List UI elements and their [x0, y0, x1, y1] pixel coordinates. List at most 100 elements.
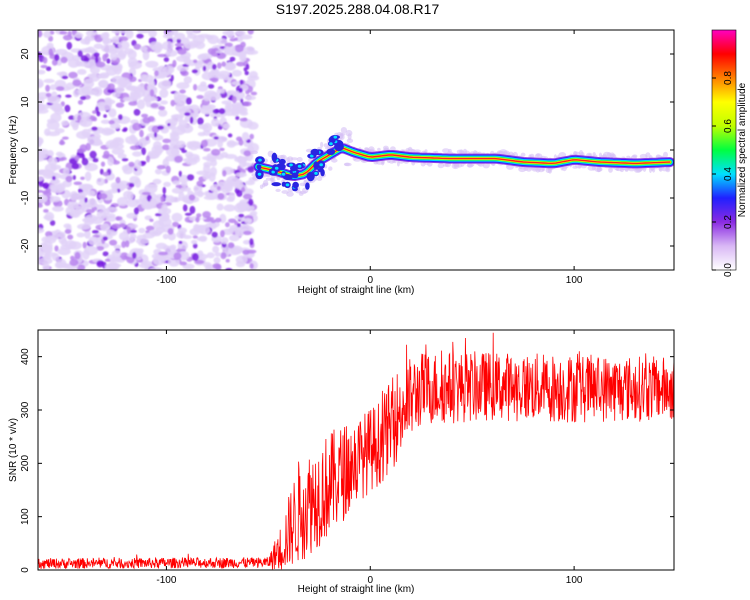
noise-speckle [45, 173, 58, 178]
noise-speckle [106, 58, 111, 64]
noise-speckle [235, 156, 249, 161]
noise-speckle [87, 59, 98, 69]
noise-speckle [239, 79, 244, 86]
noise-speckle [174, 32, 186, 40]
noise-speckle [247, 30, 254, 35]
noise-speckle [207, 84, 215, 89]
noise-speckle [129, 229, 137, 233]
noise-speckle [236, 61, 246, 67]
noise-speckle [72, 175, 76, 180]
noise-speckle [240, 41, 246, 48]
noise-speckle [242, 239, 251, 245]
noise-speckle [67, 234, 74, 240]
noise-speckle [109, 123, 121, 130]
noise-speckle [150, 103, 159, 108]
noise-speckle [129, 233, 137, 240]
noise-speckle [119, 252, 129, 260]
noise-speckle [141, 74, 154, 83]
noise-speckle [197, 53, 209, 61]
noise-speckle [212, 64, 217, 70]
noise-speckle [61, 75, 69, 80]
noise-speckle [192, 30, 200, 34]
noise-speckle [229, 56, 236, 62]
noise-speckle [155, 213, 162, 217]
noise-speckle [235, 172, 247, 178]
noise-speckle [75, 205, 84, 215]
track-halo [663, 151, 668, 158]
turbulent-blob [271, 182, 282, 187]
track-halo [632, 154, 638, 158]
noise-speckle [225, 258, 230, 263]
noise-speckle [77, 61, 91, 67]
noise-speckle [114, 47, 123, 54]
noise-speckle [101, 44, 115, 53]
noise-speckle [93, 52, 100, 58]
track-halo [343, 162, 350, 166]
noise-speckle [79, 117, 93, 128]
noise-speckle [187, 153, 200, 161]
noise-speckle [119, 80, 127, 87]
noise-speckle [171, 114, 185, 119]
noise-speckle [161, 203, 168, 213]
noise-speckle [236, 223, 241, 228]
noise-speckle [215, 108, 220, 113]
noise-speckle [109, 239, 118, 246]
noise-speckle [213, 257, 221, 264]
track-halo [536, 153, 540, 157]
noise-speckle [100, 223, 110, 232]
noise-speckle [117, 180, 130, 186]
noise-speckle [188, 194, 196, 201]
noise-speckle [87, 135, 101, 145]
noise-speckle [163, 181, 172, 187]
noise-speckle [48, 48, 54, 56]
y-tick-label: 100 [20, 508, 31, 525]
noise-speckle [227, 133, 233, 138]
noise-speckle [81, 157, 89, 166]
noise-speckle [56, 182, 66, 192]
track-halo [296, 157, 303, 162]
noise-speckle [74, 251, 81, 260]
noise-speckle [60, 156, 67, 161]
noise-speckle [236, 189, 243, 197]
noise-speckle [238, 87, 243, 93]
snr-y-ticks: 0 100 200 300 400 [20, 348, 674, 573]
noise-speckle [118, 114, 123, 121]
x-tick-label: 0 [367, 275, 373, 286]
noise-speckle [93, 43, 104, 50]
noise-speckle [154, 146, 163, 156]
noise-speckle [180, 181, 188, 187]
noise-speckle [127, 49, 137, 60]
y-tick-label: 10 [20, 96, 31, 108]
noise-speckle [196, 213, 202, 218]
noise-speckle [172, 180, 181, 185]
track-halo [287, 156, 294, 162]
noise-speckle [65, 206, 73, 216]
noise-speckle [166, 31, 173, 39]
noise-speckle [111, 250, 122, 257]
noise-speckle [212, 245, 220, 253]
track-halo [437, 163, 445, 169]
noise-speckle [43, 190, 52, 197]
noise-speckle [147, 184, 158, 189]
noise-speckle [86, 209, 95, 214]
track-halo [337, 133, 345, 141]
track-halo [286, 191, 294, 197]
noise-speckle [196, 180, 204, 187]
noise-speckle [103, 128, 116, 135]
noise-speckle [121, 158, 129, 162]
noise-speckle [113, 244, 122, 249]
noise-speckle [239, 34, 253, 40]
noise-speckle [51, 253, 60, 261]
noise-speckle [176, 38, 182, 44]
noise-speckle [192, 34, 205, 45]
colorbar-tick-label: 0.0 [723, 263, 734, 277]
noise-speckle [96, 111, 101, 117]
noise-speckle [170, 74, 174, 82]
noise-speckle [191, 239, 198, 245]
noise-speckle [247, 121, 259, 130]
noise-speckle [118, 30, 128, 34]
noise-speckle [141, 191, 151, 196]
noise-speckle [104, 97, 112, 103]
noise-speckle [203, 147, 211, 152]
noise-speckle [155, 242, 168, 250]
